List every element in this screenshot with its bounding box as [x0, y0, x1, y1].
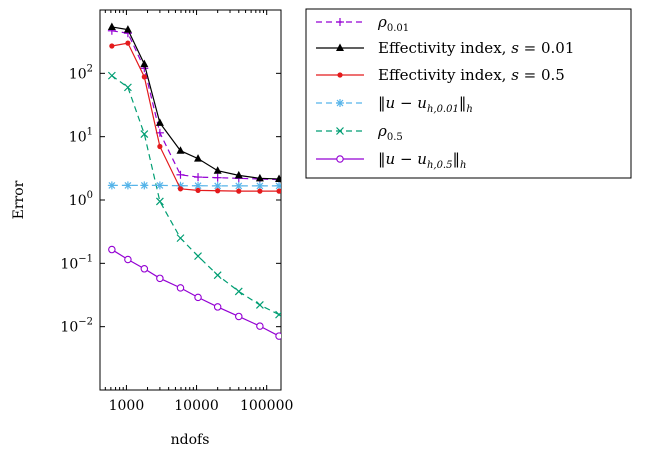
- series-line: [111, 26, 280, 180]
- series-2: [109, 40, 281, 194]
- data-point: [176, 170, 185, 179]
- data-point: [124, 255, 132, 264]
- data-point: [275, 332, 281, 340]
- data-point: [141, 74, 147, 80]
- data-point: [235, 312, 243, 321]
- data-point: [194, 173, 203, 182]
- legend-entry: ‖u − uh,0.5‖h: [316, 150, 466, 171]
- series-4: [107, 71, 281, 319]
- legend-label: Effectivity index, s = 0.5: [378, 66, 565, 84]
- data-point: [155, 197, 164, 206]
- y-tick-label: 10−2: [60, 317, 93, 336]
- legend-entry: ρ0.5: [316, 122, 403, 143]
- data-point: [234, 181, 243, 190]
- data-point: [234, 287, 243, 296]
- data-point: [107, 181, 116, 190]
- plot-frame: [99, 9, 282, 391]
- data-point: [157, 143, 163, 150]
- data-point: [155, 181, 164, 190]
- data-point: [125, 40, 131, 46]
- data-point: [109, 43, 115, 49]
- data-point: [336, 127, 344, 135]
- data-point: [156, 274, 164, 283]
- tick-group: 1000 10000 100000 10−2 10−1 100 101 102: [60, 10, 293, 414]
- data-point: [255, 301, 264, 309]
- legend: ρ0.01 Effectivity index, s = 0.01 Effectiv…: [305, 8, 632, 179]
- series-3: [107, 181, 281, 190]
- series-line: [111, 42, 280, 192]
- y-axis-title: Error: [11, 180, 27, 219]
- legend-entry: ‖u − uh,0.01‖h: [316, 94, 473, 115]
- data-point: [275, 310, 281, 319]
- data-point: [140, 265, 149, 273]
- y-tick-label: 100: [69, 190, 93, 209]
- data-point: [336, 99, 344, 107]
- x-tick-label: 10000: [174, 398, 219, 414]
- series-group: [107, 22, 281, 340]
- data-point: [213, 303, 222, 311]
- data-point: [255, 173, 264, 182]
- data-point: [194, 154, 203, 162]
- data-point: [275, 174, 281, 182]
- series-line: [111, 30, 280, 181]
- data-point: [176, 284, 185, 292]
- data-point: [107, 22, 116, 30]
- data-point: [107, 71, 116, 80]
- legend-entry: Effectivity index, s = 0.5: [316, 66, 565, 84]
- data-point: [336, 43, 344, 51]
- x-axis-title: ndofs: [171, 432, 210, 448]
- data-point: [215, 188, 221, 194]
- legend-label: ‖u − uh,0.5‖h: [378, 150, 466, 171]
- data-point: [337, 72, 343, 78]
- legend-entry: ρ0.01: [316, 13, 409, 34]
- series-5: [108, 245, 281, 340]
- data-point: [177, 186, 184, 192]
- data-point: [123, 181, 132, 190]
- data-point: [213, 181, 222, 190]
- legend-entry: Effectivity index, s = 0.01: [316, 39, 574, 57]
- series-line: [111, 249, 280, 337]
- legend-label: ‖u − uh,0.01‖h: [378, 94, 473, 115]
- legend-label: ρ0.5: [377, 122, 403, 143]
- data-point: [108, 245, 116, 254]
- data-point: [194, 293, 202, 302]
- x-tick-label: 1000: [109, 398, 145, 414]
- data-point: [236, 188, 242, 194]
- data-point: [213, 173, 222, 182]
- data-point: [140, 130, 149, 138]
- data-point: [213, 271, 222, 280]
- y-tick-label: 102: [69, 63, 93, 82]
- data-point: [234, 170, 243, 179]
- x-tick-label: 100000: [240, 398, 293, 414]
- data-point: [194, 181, 203, 190]
- series-line: [111, 75, 280, 316]
- y-tick-label: 101: [69, 127, 93, 146]
- data-point: [276, 188, 281, 194]
- data-point: [123, 25, 132, 33]
- data-point: [213, 166, 222, 174]
- legend-frame: [305, 8, 632, 179]
- legend-label: ρ0.01: [377, 13, 409, 34]
- data-point: [195, 187, 201, 193]
- y-tick-label: 10−1: [60, 253, 93, 272]
- data-point: [140, 181, 149, 190]
- data-point: [123, 83, 132, 92]
- data-point: [194, 252, 202, 261]
- series-1: [107, 22, 281, 182]
- data-point: [140, 59, 149, 68]
- data-point: [336, 18, 344, 26]
- data-point: [176, 146, 185, 154]
- data-point: [256, 322, 264, 330]
- data-point: [336, 155, 344, 163]
- data-point: [176, 234, 185, 243]
- data-point: [257, 188, 263, 194]
- data-point: [155, 118, 164, 126]
- legend-label: Effectivity index, s = 0.01: [378, 39, 574, 57]
